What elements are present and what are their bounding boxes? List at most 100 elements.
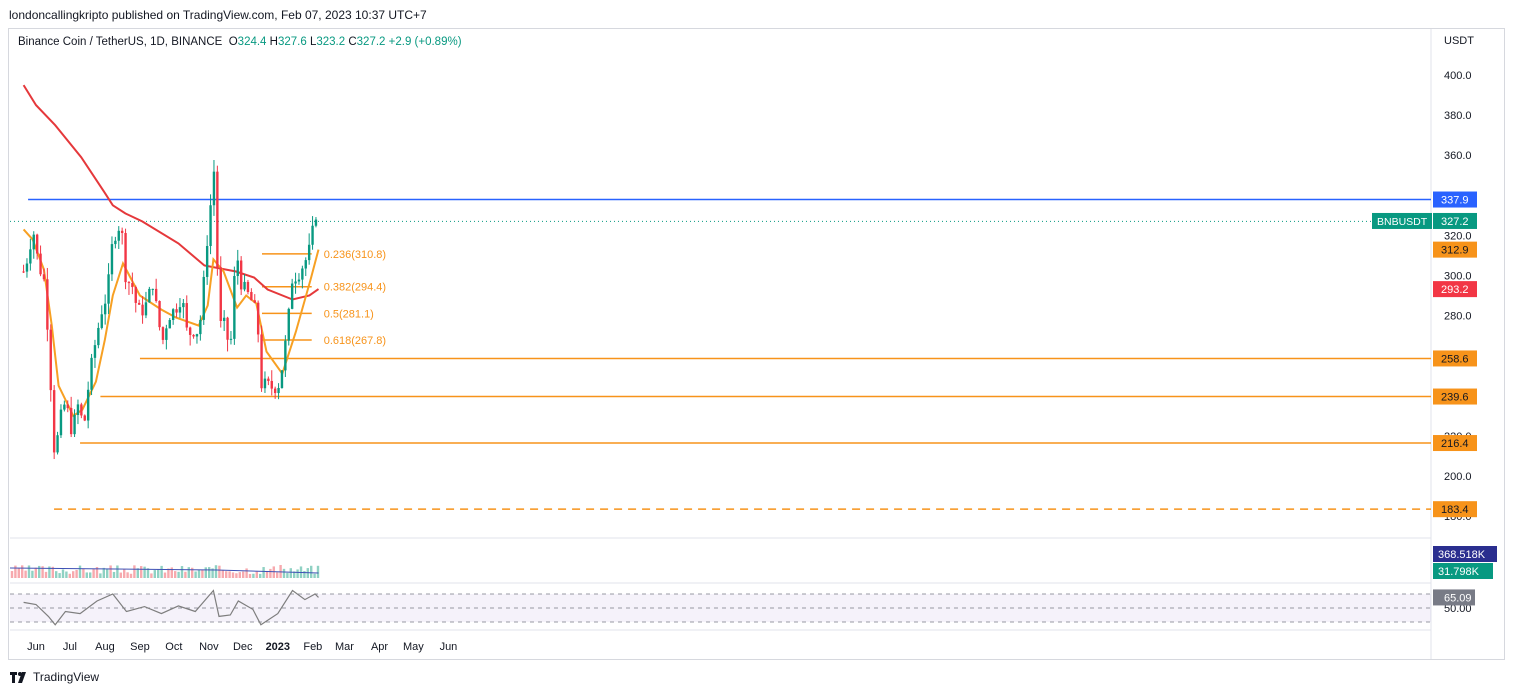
ma-short-line bbox=[22, 228, 320, 418]
volume-bar bbox=[61, 569, 65, 578]
x-tick-label: Feb bbox=[303, 641, 322, 653]
price-axis-label: 239.6 bbox=[1441, 392, 1469, 404]
volume-bar bbox=[316, 565, 320, 578]
volume-last-badge bbox=[1433, 563, 1493, 579]
rsi-value-badge bbox=[1433, 589, 1475, 606]
x-tick-label: Jul bbox=[63, 641, 77, 653]
candle-body bbox=[42, 274, 46, 280]
candle-body bbox=[161, 327, 165, 340]
candle-body bbox=[63, 404, 66, 410]
candle-body bbox=[114, 240, 117, 245]
tradingview-logo-icon bbox=[10, 671, 26, 683]
volume-bar bbox=[68, 573, 71, 578]
volume-bar bbox=[65, 571, 68, 578]
candle-body bbox=[151, 288, 154, 290]
low-value: 323.2 bbox=[316, 36, 346, 48]
x-tick-label: Oct bbox=[165, 641, 182, 653]
rsi-band bbox=[10, 594, 1431, 622]
volume-bar bbox=[242, 571, 245, 578]
volume-bar bbox=[201, 569, 204, 578]
candle-body bbox=[165, 328, 168, 340]
volume-bar bbox=[231, 572, 235, 578]
candle-body bbox=[239, 260, 243, 290]
x-tick-label: Sep bbox=[130, 641, 150, 653]
candle-body bbox=[93, 345, 97, 358]
candle-body bbox=[270, 380, 273, 389]
candle-body bbox=[267, 378, 270, 381]
volume-bar bbox=[296, 569, 299, 578]
candle-body bbox=[222, 317, 226, 321]
x-tick-label: Jun bbox=[440, 641, 458, 653]
publisher-caption: londoncallingkripto published on Trading… bbox=[9, 8, 427, 22]
candle-body bbox=[35, 234, 39, 254]
price-axis-label: 312.9 bbox=[1441, 245, 1469, 257]
volume-bar bbox=[112, 571, 116, 578]
volume-bar bbox=[21, 565, 24, 578]
volume-bar bbox=[289, 568, 292, 578]
candle-body bbox=[39, 253, 42, 275]
volume-bar bbox=[85, 572, 88, 578]
volume-bar bbox=[119, 572, 122, 578]
volume-bar bbox=[245, 568, 248, 578]
candle-body bbox=[304, 260, 307, 269]
candle-body bbox=[83, 415, 86, 421]
volume-bar bbox=[102, 567, 105, 578]
currency-label: USDT bbox=[1444, 35, 1474, 47]
volume-bar bbox=[24, 570, 27, 578]
volume-bar bbox=[293, 571, 296, 578]
candle-body bbox=[250, 291, 253, 301]
candle-body bbox=[185, 303, 188, 328]
volume-bar bbox=[92, 568, 95, 578]
volume-bar bbox=[262, 567, 265, 578]
volume-last-label: 31.798K bbox=[1438, 566, 1480, 578]
y-tick-label: 380.0 bbox=[1444, 110, 1472, 122]
fib-level-label: 0.236(310.8) bbox=[324, 249, 386, 261]
price-axis-label: 258.6 bbox=[1441, 353, 1469, 365]
price-axis-badge bbox=[1433, 281, 1477, 298]
high-value: 327.6 bbox=[277, 36, 307, 48]
candle-body bbox=[90, 357, 93, 390]
candle-body bbox=[25, 263, 29, 272]
candle-body bbox=[314, 219, 318, 226]
y-tick-label: 200.0 bbox=[1444, 471, 1472, 483]
volume-bar bbox=[180, 566, 184, 578]
candle-body bbox=[284, 340, 287, 371]
open-value: 324.4 bbox=[237, 36, 267, 48]
y-tick-label: 300.0 bbox=[1444, 270, 1472, 282]
volume-ma-badge bbox=[1433, 546, 1497, 562]
candle-body bbox=[226, 317, 229, 340]
volume-bar bbox=[163, 572, 167, 578]
volume-bar bbox=[150, 573, 153, 578]
rsi-tick-label: 50.00 bbox=[1444, 603, 1472, 615]
x-tick-label: 2023 bbox=[266, 641, 290, 653]
volume-bar bbox=[126, 572, 129, 578]
tradingview-footer[interactable]: TradingView bbox=[10, 670, 99, 684]
volume-bar bbox=[41, 566, 44, 578]
candle-body bbox=[107, 274, 110, 304]
volume-bar bbox=[269, 568, 272, 578]
price-axis-badge bbox=[1433, 350, 1477, 367]
close-label: C bbox=[348, 36, 357, 48]
candle-body bbox=[229, 338, 233, 340]
price-axis-label: 293.2 bbox=[1441, 284, 1469, 296]
price-axis-badge bbox=[1433, 501, 1477, 518]
volume-bar bbox=[276, 572, 279, 578]
volume-bar bbox=[211, 568, 214, 578]
y-tick-label: 360.0 bbox=[1444, 150, 1472, 162]
rsi-line bbox=[23, 589, 319, 626]
candle-body bbox=[86, 389, 90, 421]
candle-body bbox=[56, 435, 59, 453]
volume-bar bbox=[95, 567, 99, 578]
volume-bar bbox=[177, 571, 180, 578]
volume-bar bbox=[116, 565, 119, 578]
volume-bar bbox=[133, 565, 136, 578]
candle-body bbox=[175, 309, 178, 313]
volume-ma-line bbox=[9, 567, 319, 574]
candle-body bbox=[144, 302, 148, 316]
candle-body bbox=[110, 244, 114, 275]
volume-bar bbox=[34, 567, 37, 578]
volume-bar bbox=[255, 571, 258, 578]
symbol-label[interactable]: Binance Coin / TetherUS, 1D, BINANCE bbox=[18, 36, 223, 48]
volume-bar bbox=[140, 566, 143, 578]
